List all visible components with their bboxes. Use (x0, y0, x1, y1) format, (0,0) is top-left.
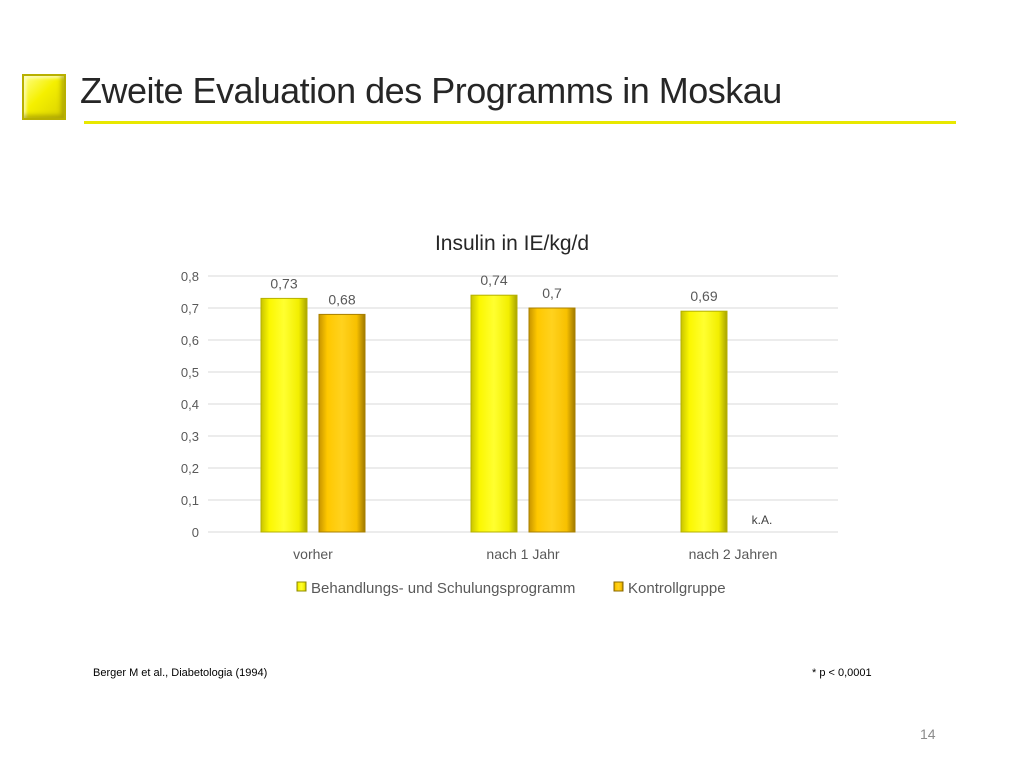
bar (260, 297, 308, 533)
legend-swatch (296, 581, 307, 592)
bar (470, 294, 518, 533)
data-label: k.A. (752, 513, 773, 527)
x-tick-label: nach 2 Jahren (689, 546, 778, 562)
page-number: 14 (920, 726, 936, 742)
legend-swatch (613, 581, 624, 592)
title-bullet-square (22, 74, 66, 120)
slide-title: Zweite Evaluation des Programms in Moska… (80, 70, 782, 111)
data-label: 0,73 (270, 275, 297, 291)
bar (318, 313, 366, 533)
data-label: 0,7 (542, 285, 562, 301)
bar (680, 310, 728, 533)
x-tick-label: vorher (293, 546, 333, 562)
y-tick-label: 0,2 (181, 461, 199, 476)
x-tick-label: nach 1 Jahr (486, 546, 559, 562)
data-label: 0,68 (328, 291, 355, 307)
y-tick-label: 0,4 (181, 397, 199, 412)
y-tick-label: 0 (192, 525, 199, 540)
title-underline (84, 121, 956, 124)
y-tick-label: 0,3 (181, 429, 199, 444)
data-label: 0,69 (690, 288, 717, 304)
y-tick-label: 0,5 (181, 365, 199, 380)
significance-note: * p < 0,0001 (812, 667, 872, 679)
y-tick-label: 0,8 (181, 269, 199, 284)
y-tick-label: 0,1 (181, 493, 199, 508)
data-label: 0,74 (480, 272, 507, 288)
citation: Berger M et al., Diabetologia (1994) (93, 667, 268, 679)
y-tick-label: 0,6 (181, 333, 199, 348)
legend-label: Behandlungs- und Schulungsprogramm (311, 580, 575, 597)
bar (528, 307, 576, 533)
y-tick-label: 0,7 (181, 301, 199, 316)
legend-label: Kontrollgruppe (628, 580, 726, 597)
chart-title: Insulin in IE/kg/d (435, 232, 589, 255)
